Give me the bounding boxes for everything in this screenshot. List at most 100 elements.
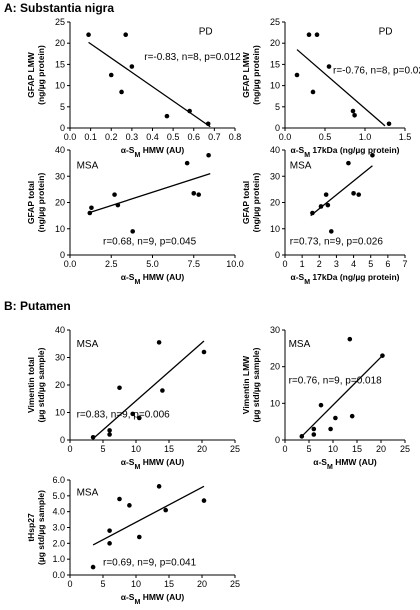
panel-tag: MSA [77, 339, 99, 350]
x-label-text: HMW (AU) [333, 457, 377, 467]
data-point [356, 192, 362, 197]
data-point [129, 64, 135, 69]
y-tick-label: 10 [55, 224, 65, 234]
x-tick-label: 10 [131, 579, 141, 589]
x-label-subscript: M [134, 152, 140, 159]
y-axis-label: (ng/µg protein) [251, 45, 261, 105]
data-point [137, 534, 142, 540]
y-tick-label: 25 [270, 17, 280, 27]
x-tick-label: 5 [100, 444, 105, 454]
y-tick-label: 5.0 [52, 491, 65, 501]
x-label-text: α-S [121, 592, 135, 602]
data-point [187, 108, 192, 114]
x-tick-label: 0.5 [167, 132, 180, 142]
data-point [325, 202, 331, 208]
y-tick-label: 20 [270, 38, 280, 48]
x-tick-label: 5 [368, 259, 373, 269]
y-tick-label: 20 [270, 362, 280, 372]
data-point [123, 32, 128, 38]
regression-line [87, 173, 211, 214]
x-tick-label: 7.5 [187, 259, 200, 269]
annotation: r=0.76, n=9, p=0.018 [289, 376, 383, 387]
x-label-subscript: M [134, 464, 140, 471]
x-tick-label: 0.3 [126, 132, 139, 142]
y-tick-label: 15 [270, 59, 280, 69]
y-tick-label: 2.0 [52, 538, 65, 548]
panel-tag: PD [379, 26, 393, 37]
data-point [346, 160, 351, 166]
x-label-subscript: M [134, 599, 140, 606]
annotation: r=0.68, n=9, p=0.045 [103, 236, 197, 247]
panel-tag: MSA [289, 339, 311, 350]
data-point [314, 32, 320, 38]
data-point [349, 413, 355, 419]
x-tick-label: 0 [67, 579, 72, 589]
y-tick-label: 30 [55, 171, 65, 181]
x-tick-label: 0 [282, 444, 287, 454]
y-tick-label: 0 [60, 435, 65, 445]
x-label-text: 17kDa (ng/µg protein) [310, 145, 400, 155]
x-tick-label: 5.0 [146, 259, 159, 269]
data-point [87, 210, 93, 216]
data-point [205, 121, 211, 127]
y-tick-label: 0 [275, 250, 280, 260]
data-point [89, 205, 94, 211]
x-tick-label: 25 [230, 579, 240, 589]
x-tick-label: 0.6 [187, 132, 200, 142]
x-label-text: 17kDa (ng/µg protein) [310, 272, 400, 282]
data-point [90, 564, 96, 570]
data-point [326, 64, 332, 69]
x-tick-label: 15 [352, 444, 362, 454]
data-point [328, 426, 333, 432]
annotation: r=0.73, n=9, p=0.026 [290, 236, 384, 247]
y-axis-label: Vimentin LMW [241, 355, 251, 414]
x-label-text: HMW (AU) [140, 457, 184, 467]
x-axis-label: α-SM 17kDa (ng/µg protein) [290, 145, 399, 159]
section-title: A: Substantia nigra [4, 1, 114, 15]
y-tick-label: 10 [55, 81, 65, 91]
data-point [318, 204, 324, 209]
data-point [318, 402, 324, 408]
y-tick-label: 1.0 [52, 554, 65, 564]
panel-tag: PD [199, 26, 213, 37]
data-point [156, 340, 162, 345]
y-tick-label: 3.0 [52, 523, 65, 533]
x-label-text: α-S [290, 272, 304, 282]
y-tick-label: 0 [60, 123, 65, 133]
x-axis-label: α-SM HMW (AU) [121, 272, 185, 286]
y-tick-label: 20 [55, 198, 65, 208]
x-tick-label: 0.0 [279, 132, 292, 142]
x-axis-label: α-SM 17kDa (ng/µg protein) [290, 272, 399, 286]
x-label-text: HMW (AU) [140, 145, 184, 155]
data-point [311, 426, 317, 432]
regression-line [92, 340, 205, 440]
data-point [328, 229, 334, 234]
y-tick-label: 25 [55, 17, 65, 27]
data-point [196, 192, 201, 197]
data-point [184, 160, 190, 166]
x-label-text: α-S [121, 145, 135, 155]
panel-tag: MSA [77, 161, 99, 172]
x-tick-label: 0.7 [208, 132, 221, 142]
data-point [130, 229, 135, 234]
x-axis-label: α-SM HMW (AU) [121, 457, 185, 471]
y-axis-label: (ng/µg protein) [36, 173, 46, 233]
x-tick-label: 10 [328, 444, 338, 454]
data-point [156, 484, 162, 489]
data-point [201, 498, 207, 503]
annotation: r=0.83, n=9, p=0.006 [77, 410, 171, 421]
x-label-text: α-S [290, 145, 304, 155]
x-tick-label: 2.5 [105, 259, 118, 269]
y-axis-label: (ng/µg protein) [251, 173, 261, 233]
y-tick-label: 30 [270, 171, 280, 181]
data-point [115, 202, 121, 208]
y-axis-label: (µg std/µg sample) [251, 347, 261, 422]
y-tick-label: 10 [270, 81, 280, 91]
x-tick-label: 15 [164, 444, 174, 454]
y-tick-label: 40 [55, 325, 65, 335]
y-tick-label: 15 [55, 59, 65, 69]
data-point [191, 191, 197, 196]
x-tick-label: 0.4 [146, 132, 159, 142]
data-point [294, 72, 300, 78]
x-axis-label: α-SM HMW (AU) [313, 457, 377, 471]
